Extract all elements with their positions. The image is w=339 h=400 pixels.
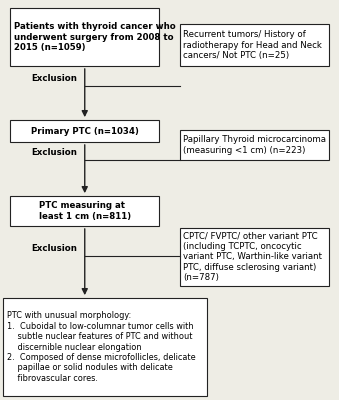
FancyBboxPatch shape [3,298,207,396]
FancyBboxPatch shape [180,228,329,286]
Text: PTC with unusual morphology:
1.  Cuboidal to low-columnar tumor cells with
    s: PTC with unusual morphology: 1. Cuboidal… [7,311,195,383]
Text: Exclusion: Exclusion [31,74,77,83]
FancyBboxPatch shape [10,120,159,142]
FancyBboxPatch shape [180,24,329,66]
Text: CPTC/ FVPTC/ other variant PTC
(including TCPTC, oncocytic
variant PTC, Warthin-: CPTC/ FVPTC/ other variant PTC (includin… [183,232,322,282]
Text: PTC measuring at
least 1 cm (n=811): PTC measuring at least 1 cm (n=811) [39,201,131,221]
FancyBboxPatch shape [180,130,329,160]
Text: Exclusion: Exclusion [31,244,77,253]
Text: Recurrent tumors/ History of
radiotherapy for Head and Neck
cancers/ Not PTC (n=: Recurrent tumors/ History of radiotherap… [183,30,322,60]
Text: Primary PTC (n=1034): Primary PTC (n=1034) [31,126,139,136]
Text: Exclusion: Exclusion [31,148,77,157]
Text: Patients with thyroid cancer who
underwent surgery from 2008 to
2015 (n=1059): Patients with thyroid cancer who underwe… [14,22,175,52]
Text: Papillary Thyroid microcarcinoma
(measuring <1 cm) (n=223): Papillary Thyroid microcarcinoma (measur… [183,135,326,155]
FancyBboxPatch shape [10,8,159,66]
FancyBboxPatch shape [10,196,159,226]
